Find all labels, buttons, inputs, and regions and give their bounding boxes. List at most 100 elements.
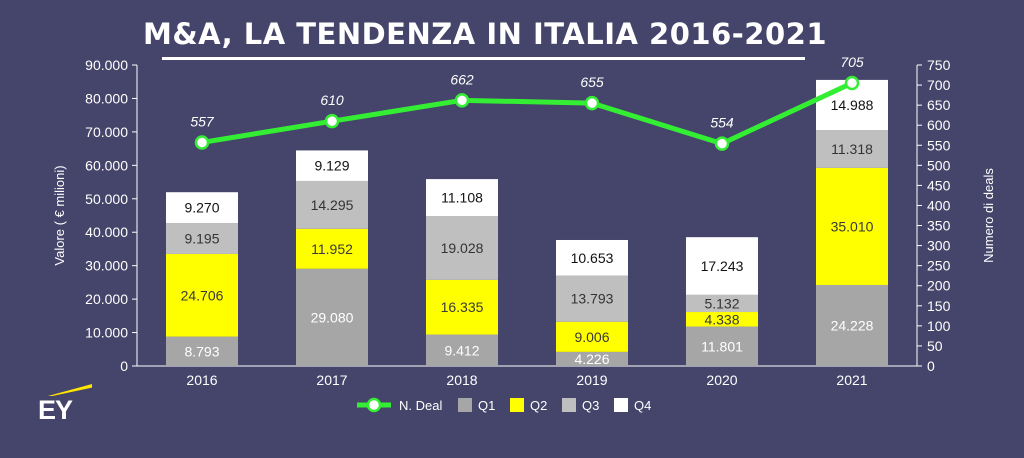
deal-point (714, 136, 730, 151)
legend-label-q3: Q3 (582, 398, 599, 413)
y-right-tick-label: 400 (927, 197, 951, 213)
legend-marker-n-deal (366, 397, 382, 413)
bar-segment-q1 (816, 284, 888, 366)
bar-segment-q3 (556, 275, 628, 322)
data-label-q3: 5.132 (704, 295, 739, 311)
x-tick-label: 2020 (706, 372, 737, 388)
legend-label-q4: Q4 (634, 398, 651, 413)
y-right-tick-label: 200 (927, 278, 951, 294)
y-tick-label: 20.000 (85, 291, 128, 307)
bar-segment-q2 (556, 321, 628, 352)
data-label-q4: 9.270 (184, 200, 219, 216)
data-label-q2: 35.010 (831, 218, 874, 234)
y-right-tick-label: 550 (927, 137, 951, 153)
data-label-q1: 8.793 (184, 343, 219, 359)
bar-segment-q4 (556, 239, 628, 276)
data-label-q2: 9.006 (574, 329, 609, 345)
y-tick-label: 30.000 (85, 258, 128, 274)
x-tick-label: 2017 (316, 372, 347, 388)
data-label-q1: 9.412 (444, 342, 479, 358)
chart-title: M&A, LA TENDENZA IN ITALIA 2016-2021 (142, 17, 828, 51)
y-right-tick-label: 0 (927, 358, 935, 374)
data-label-q4: 9.129 (314, 158, 349, 174)
y-axis-title: Valore ( € milioni) (52, 165, 67, 265)
y-right-axis-title: Numero di deals (981, 168, 996, 263)
data-label-q1: 29.080 (311, 309, 354, 325)
y-right-tick-label: 600 (927, 117, 951, 133)
bar-segment-q1 (686, 326, 758, 366)
deal-point (194, 135, 210, 150)
bar-segment-q2 (166, 253, 238, 337)
deal-label: 705 (840, 54, 864, 70)
deal-point (844, 75, 860, 91)
bar-segment-q3 (686, 294, 758, 313)
legend-swatch-q1 (458, 398, 472, 412)
x-tick-label: 2018 (446, 372, 477, 388)
ey-logo-text: EY (38, 395, 73, 425)
x-tick-label: 2019 (576, 372, 607, 388)
bar-segment-q2 (296, 228, 368, 269)
deal-point (454, 93, 470, 108)
bar-segment-q4 (426, 179, 498, 217)
y-right-tick-label: 500 (927, 157, 951, 173)
bar-segment-q3 (816, 130, 888, 168)
y-right-tick-label: 750 (927, 57, 951, 73)
bar-segment-q3 (426, 216, 498, 280)
deal-label: 655 (580, 74, 604, 90)
data-label-q4: 17.243 (701, 258, 744, 274)
data-label-q4: 14.988 (831, 97, 874, 113)
data-label-q3: 11.318 (831, 141, 873, 157)
bar-segment-q1 (556, 351, 628, 366)
bar-segment-q4 (686, 237, 758, 295)
y-tick-label: 10.000 (85, 325, 128, 341)
y-right-tick-label: 650 (927, 97, 951, 113)
data-label-q3: 9.195 (184, 231, 219, 247)
y-tick-label: 80.000 (85, 90, 128, 106)
bar-segment-q2 (686, 312, 758, 327)
bar-segment-q4 (166, 192, 238, 224)
bar-segment-q1 (296, 268, 368, 366)
y-right-tick-label: 150 (927, 298, 951, 314)
deal-count-line (201, 80, 854, 147)
data-label-q1: 24.228 (831, 317, 874, 333)
y-tick-label: 50.000 (85, 191, 128, 207)
y-right-tick-label: 350 (927, 218, 951, 234)
deal-label: 610 (320, 92, 344, 108)
legend-swatch-q4 (614, 398, 628, 412)
data-label-q1: 11.801 (701, 338, 743, 354)
x-tick-label: 2016 (186, 372, 217, 388)
title-underline (162, 57, 805, 60)
y-tick-label: 70.000 (85, 124, 128, 140)
deal-point (324, 113, 340, 129)
y-right-tick-label: 250 (927, 258, 951, 274)
data-label-q3: 14.295 (311, 197, 354, 213)
bar-segment-q1 (426, 334, 498, 366)
ey-logo: EY (38, 384, 92, 428)
legend-swatch-q3 (562, 398, 576, 412)
y-right-tick-label: 50 (927, 338, 943, 354)
data-label-q1: 4.226 (574, 351, 609, 367)
data-label-q4: 11.108 (441, 190, 483, 206)
bar-segment-q4 (296, 150, 368, 181)
data-label-q4: 10.653 (571, 250, 614, 266)
y-right-tick-label: 700 (927, 77, 951, 93)
y-right-tick-label: 300 (927, 238, 951, 254)
legend-label-n-deal: N. Deal (399, 398, 442, 413)
data-label-q3: 19.028 (441, 240, 484, 256)
legend-label-q1: Q1 (478, 398, 495, 413)
bar-segment-q1 (166, 336, 238, 366)
data-label-q2: 11.952 (311, 241, 353, 257)
data-label-q2: 24.706 (181, 287, 224, 303)
bar-segment-q3 (296, 180, 368, 229)
legend-swatch-q2 (510, 398, 524, 412)
y-tick-label: 90.000 (85, 57, 128, 73)
bar-segment-q2 (426, 279, 498, 335)
deal-label: 557 (190, 113, 215, 129)
data-label-q3: 13.793 (571, 291, 614, 307)
legend-label-q2: Q2 (530, 398, 547, 413)
deal-point (584, 95, 600, 111)
y-tick-label: 60.000 (85, 157, 128, 173)
data-label-q2: 16.335 (441, 299, 484, 315)
deal-label: 554 (710, 115, 734, 131)
